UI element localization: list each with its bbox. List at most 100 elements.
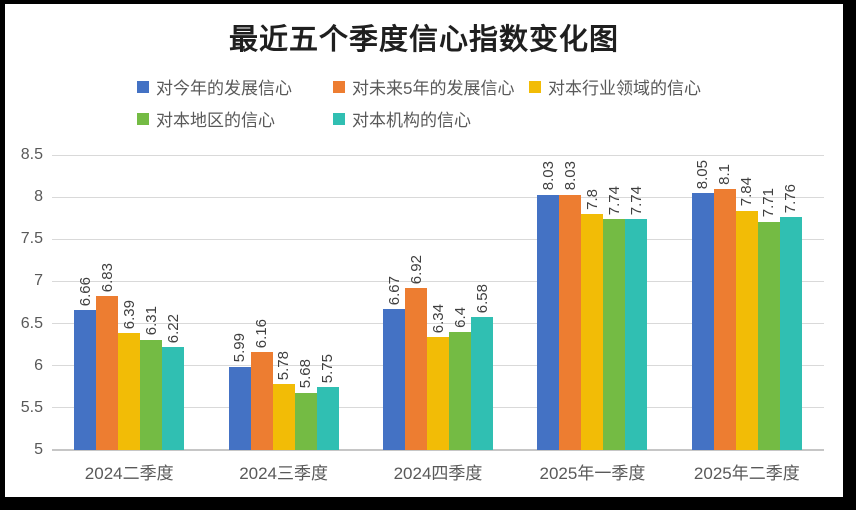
legend-item-1: 对未来5年的发展信心	[333, 74, 529, 99]
chart-title: 最近五个季度信心指数变化图	[228, 22, 619, 56]
data-label: 7.84	[738, 177, 756, 207]
bar-series2-cat4	[735, 210, 758, 450]
bar-series1-cat0	[96, 295, 119, 450]
y-tick-label: 8	[34, 188, 43, 206]
bar-wrap: 7.76	[779, 155, 802, 450]
bar-series4-cat0	[162, 347, 185, 450]
bar-wrap: 7.84	[735, 155, 758, 450]
bar-wrap: 7.74	[603, 155, 626, 450]
x-category-label-2: 2024四季度	[393, 464, 483, 483]
bar-series4-cat1	[316, 386, 339, 450]
bar-wrap: 6.39	[118, 155, 141, 450]
x-axis-line	[52, 449, 824, 451]
bar-wrap: 6.16	[250, 155, 273, 450]
legend-swatch-icon	[137, 112, 149, 125]
bar-wrap: 6.22	[162, 155, 185, 450]
bar-series1-cat4	[713, 188, 736, 450]
bar-series4-cat4	[779, 217, 802, 450]
bar-series3-cat0	[140, 339, 163, 450]
data-label: 5.68	[297, 359, 315, 389]
plot-area: 6.66 6.83 6.39 6.31 6.22 5.99 6.16 5.78 5.68 5.75…	[52, 154, 824, 451]
data-label: 7.8	[583, 189, 601, 210]
gridline	[52, 196, 824, 198]
bar-series0-cat0	[74, 310, 97, 450]
legend-row-2: 对本地区的信心 对本机构的信心	[137, 106, 701, 131]
data-label: 6.39	[120, 299, 138, 329]
bar-wrap: 6.34	[427, 155, 450, 450]
x-category-label-1: 2024三季度	[239, 464, 329, 483]
y-tick-label: 6.5	[20, 314, 43, 332]
data-label: 6.58	[473, 283, 491, 313]
legend-swatch-icon	[333, 80, 345, 93]
y-tick-label: 5.5	[20, 398, 43, 416]
bar-series2-cat1	[272, 384, 295, 450]
bar-series3-cat1	[294, 392, 317, 450]
legend-label: 对本机构的信心	[352, 111, 471, 130]
bar-series1-cat3	[559, 194, 582, 450]
data-label: 8.1	[716, 163, 734, 185]
bar-series0-cat1	[228, 366, 251, 450]
data-label: 7.76	[782, 184, 800, 214]
data-label: 8.03	[539, 161, 557, 191]
bar-wrap: 8.05	[691, 155, 714, 450]
bar-wrap: 5.75	[316, 155, 339, 450]
bar-wrap: 7.71	[757, 155, 780, 450]
data-label: 5.78	[275, 351, 293, 381]
y-tick-label: 8.5	[20, 146, 43, 163]
data-label: 6.67	[385, 276, 403, 306]
x-category-label-0: 2024二季度	[84, 464, 174, 483]
y-tick-label: 7.5	[20, 230, 43, 248]
bar-series1-cat2	[405, 288, 428, 450]
y-tick-label: 7	[34, 272, 43, 290]
legend-item-4: 对本机构的信心	[333, 106, 471, 131]
bar-series1-cat1	[250, 352, 273, 450]
legend-label: 对今年的发展信心	[156, 79, 292, 98]
legend-label: 对本行业领域的信心	[548, 79, 701, 98]
bar-series2-cat3	[581, 214, 604, 450]
legend-swatch-icon	[137, 80, 149, 93]
bar-group-2: 6.67 6.92 6.34 6.4 6.58	[361, 155, 515, 450]
y-tick-label: 5	[34, 441, 43, 458]
bar-wrap: 8.1	[713, 155, 736, 450]
bar-series0-cat4	[691, 192, 714, 450]
data-label: 8.03	[561, 161, 579, 191]
data-label: 6.83	[98, 262, 116, 292]
bar-wrap: 6.66	[74, 155, 97, 450]
bar-group-0: 6.66 6.83 6.39 6.31 6.22	[52, 155, 206, 450]
legend-item-2: 对本行业领域的信心	[529, 74, 701, 99]
y-axis-tick-labels: 8.5 8 7.5 7 6.5 6 5.5 5	[5, 147, 43, 458]
gridline	[52, 154, 824, 156]
bar-wrap: 6.58	[471, 155, 494, 450]
gridline	[52, 323, 824, 325]
data-label: 7.74	[605, 185, 623, 216]
chart-canvas: 最近五个季度信心指数变化图 对今年的发展信心 对未来5年的发展信心 对本行业领域的信…	[5, 4, 843, 497]
legend-item-0: 对今年的发展信心	[137, 74, 333, 99]
bar-wrap: 8.03	[559, 155, 582, 450]
data-label: 6.92	[407, 254, 425, 285]
bar-series0-cat2	[383, 309, 406, 450]
bar-series3-cat2	[449, 332, 472, 450]
legend-swatch-icon	[333, 112, 345, 125]
bar-wrap: 7.74	[625, 155, 648, 450]
bar-wrap: 5.78	[272, 155, 295, 450]
bar-series2-cat0	[118, 332, 141, 450]
data-label: 6.31	[142, 306, 160, 336]
data-label: 7.71	[760, 188, 778, 218]
x-category-label-3: 2025年一季度	[539, 464, 646, 483]
bar-wrap: 6.92	[405, 155, 428, 450]
data-label: 5.99	[231, 333, 249, 363]
bar-series4-cat3	[625, 219, 648, 450]
bar-group-3: 8.03 8.03 7.8 7.74 7.74	[515, 155, 669, 450]
legend: 对今年的发展信心 对未来5年的发展信心 对本行业领域的信心对本地区的信心 对本机构的信…	[137, 74, 701, 131]
bar-wrap: 7.8	[581, 155, 604, 450]
data-label: 5.75	[319, 353, 337, 383]
bar-wrap: 6.31	[140, 155, 163, 450]
data-label: 6.4	[451, 307, 469, 328]
legend-swatch-icon	[529, 80, 541, 93]
bar-groups: 6.66 6.83 6.39 6.31 6.22 5.99 6.16 5.78 5.68 5.75…	[52, 155, 824, 450]
y-tick-label: 6	[34, 356, 43, 374]
legend-item-3: 对本地区的信心	[137, 106, 333, 131]
bar-wrap: 6.83	[96, 155, 119, 450]
bar-wrap: 5.99	[228, 155, 251, 450]
